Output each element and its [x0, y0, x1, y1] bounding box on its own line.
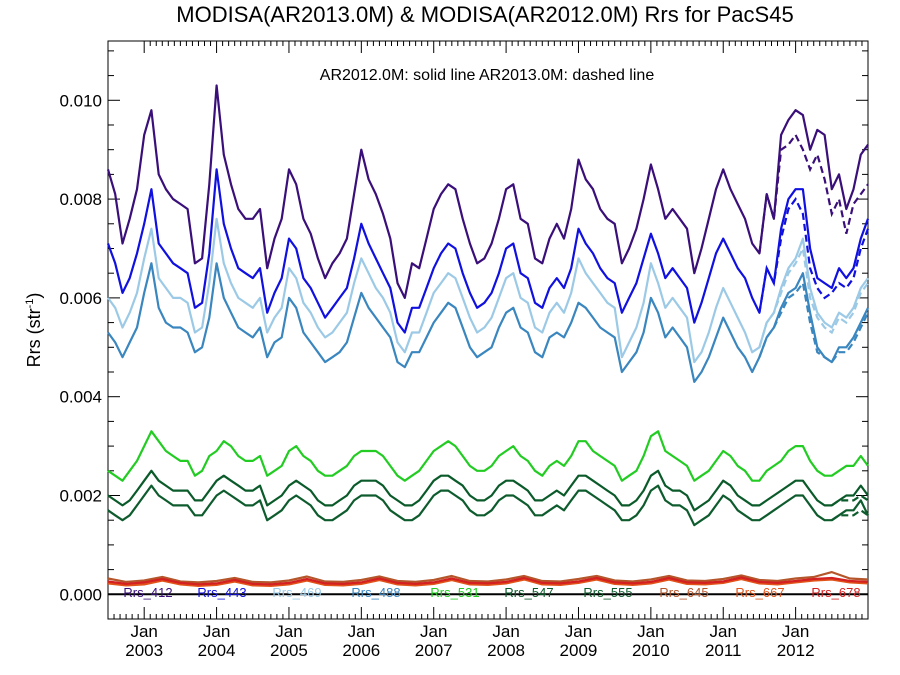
legend-label-rrs-412: Rrs_412 — [123, 585, 172, 600]
x-tick-month-label: Jan — [275, 622, 302, 641]
x-tick-month-label: Jan — [637, 622, 664, 641]
series-line-rrs-645 — [107, 571, 869, 584]
series-dashed-line-rrs-488 — [758, 280, 869, 364]
x-tick-year-label: 2006 — [342, 641, 380, 660]
x-tick-month-label: Jan — [492, 622, 519, 641]
legend-label-rrs-678: Rrs_678 — [811, 585, 860, 600]
series-line-rrs-488 — [107, 262, 869, 383]
x-tick-month-label: Jan — [710, 622, 737, 641]
y-axis-label: Rrs (str-1) — [24, 293, 44, 368]
series-layer — [106, 84, 870, 587]
x-tick-year-label: 2010 — [632, 641, 670, 660]
legend-label-rrs-555: Rrs_555 — [583, 585, 632, 600]
x-tick-month-label: Jan — [782, 622, 809, 641]
series-line-rrs-443 — [106, 168, 870, 334]
series-line-rrs-531 — [107, 430, 869, 482]
y-tick-label: 0.002 — [59, 486, 102, 505]
x-tick-year-label: 2012 — [777, 641, 815, 660]
y-tick-label: 0.006 — [59, 289, 102, 308]
series-dashed-line-rrs-412 — [758, 132, 869, 254]
y-axis: 0.000 0.002 0.004 0.006 0.008 0.010 — [59, 50, 868, 604]
x-tick-year-label: 2008 — [487, 641, 525, 660]
series-dashed-line-rrs-547 — [831, 494, 869, 507]
series-line-rrs-678 — [107, 576, 869, 586]
x-tick-year-label: 2004 — [198, 641, 236, 660]
series-dashed-line-rrs-469 — [758, 244, 869, 348]
x-axis: Jan2003Jan2004Jan2005Jan2006Jan2007Jan20… — [107, 41, 869, 660]
series-line-rrs-412 — [106, 84, 869, 299]
legend-label-rrs-667: Rrs_667 — [735, 585, 784, 600]
y-tick-label: 0.000 — [59, 585, 102, 604]
series-line-rrs-667 — [107, 577, 869, 587]
series-dashed-line-rrs-443 — [758, 196, 870, 313]
x-tick-year-label: 2005 — [270, 641, 308, 660]
chart-title: MODISA(AR2013.0M) & MODISA(AR2012.0M) Rr… — [176, 2, 793, 27]
legend-label-rrs-531: Rrs_531 — [430, 585, 479, 600]
x-tick-month-label: Jan — [203, 622, 230, 641]
legend-label-rrs-547: Rrs_547 — [504, 585, 553, 600]
x-tick-year-label: 2011 — [705, 641, 742, 660]
x-tick-month-label: Jan — [420, 622, 447, 641]
x-tick-year-label: 2003 — [125, 641, 163, 660]
x-tick-month-label: Jan — [130, 622, 157, 641]
series-line-rrs-469 — [107, 217, 869, 364]
legend-label-rrs-488: Rrs_488 — [351, 585, 400, 600]
legend: Rrs_412 Rrs_443 Rrs_469 Rrs_488 Rrs_531 Rrs_5… — [123, 585, 860, 600]
x-tick-year-label: 2009 — [560, 641, 598, 660]
legend-label-rrs-645: Rrs_645 — [659, 585, 708, 600]
x-tick-month-label: Jan — [565, 622, 592, 641]
line-style-annotation: AR2012.0M: solid line AR2013.0M: dashed … — [320, 67, 655, 84]
y-tick-label: 0.010 — [59, 91, 102, 110]
legend-label-rrs-443: Rrs_443 — [197, 585, 246, 600]
y-tick-label: 0.008 — [59, 190, 102, 209]
series-dashed-line-rrs-555 — [831, 508, 869, 522]
series-line-rrs-547 — [107, 469, 869, 512]
y-tick-label: 0.004 — [59, 388, 102, 407]
x-tick-month-label: Jan — [348, 622, 375, 641]
series-line-rrs-555 — [107, 484, 869, 527]
x-tick-year-label: 2007 — [415, 641, 453, 660]
legend-label-rrs-469: Rrs_469 — [272, 585, 321, 600]
